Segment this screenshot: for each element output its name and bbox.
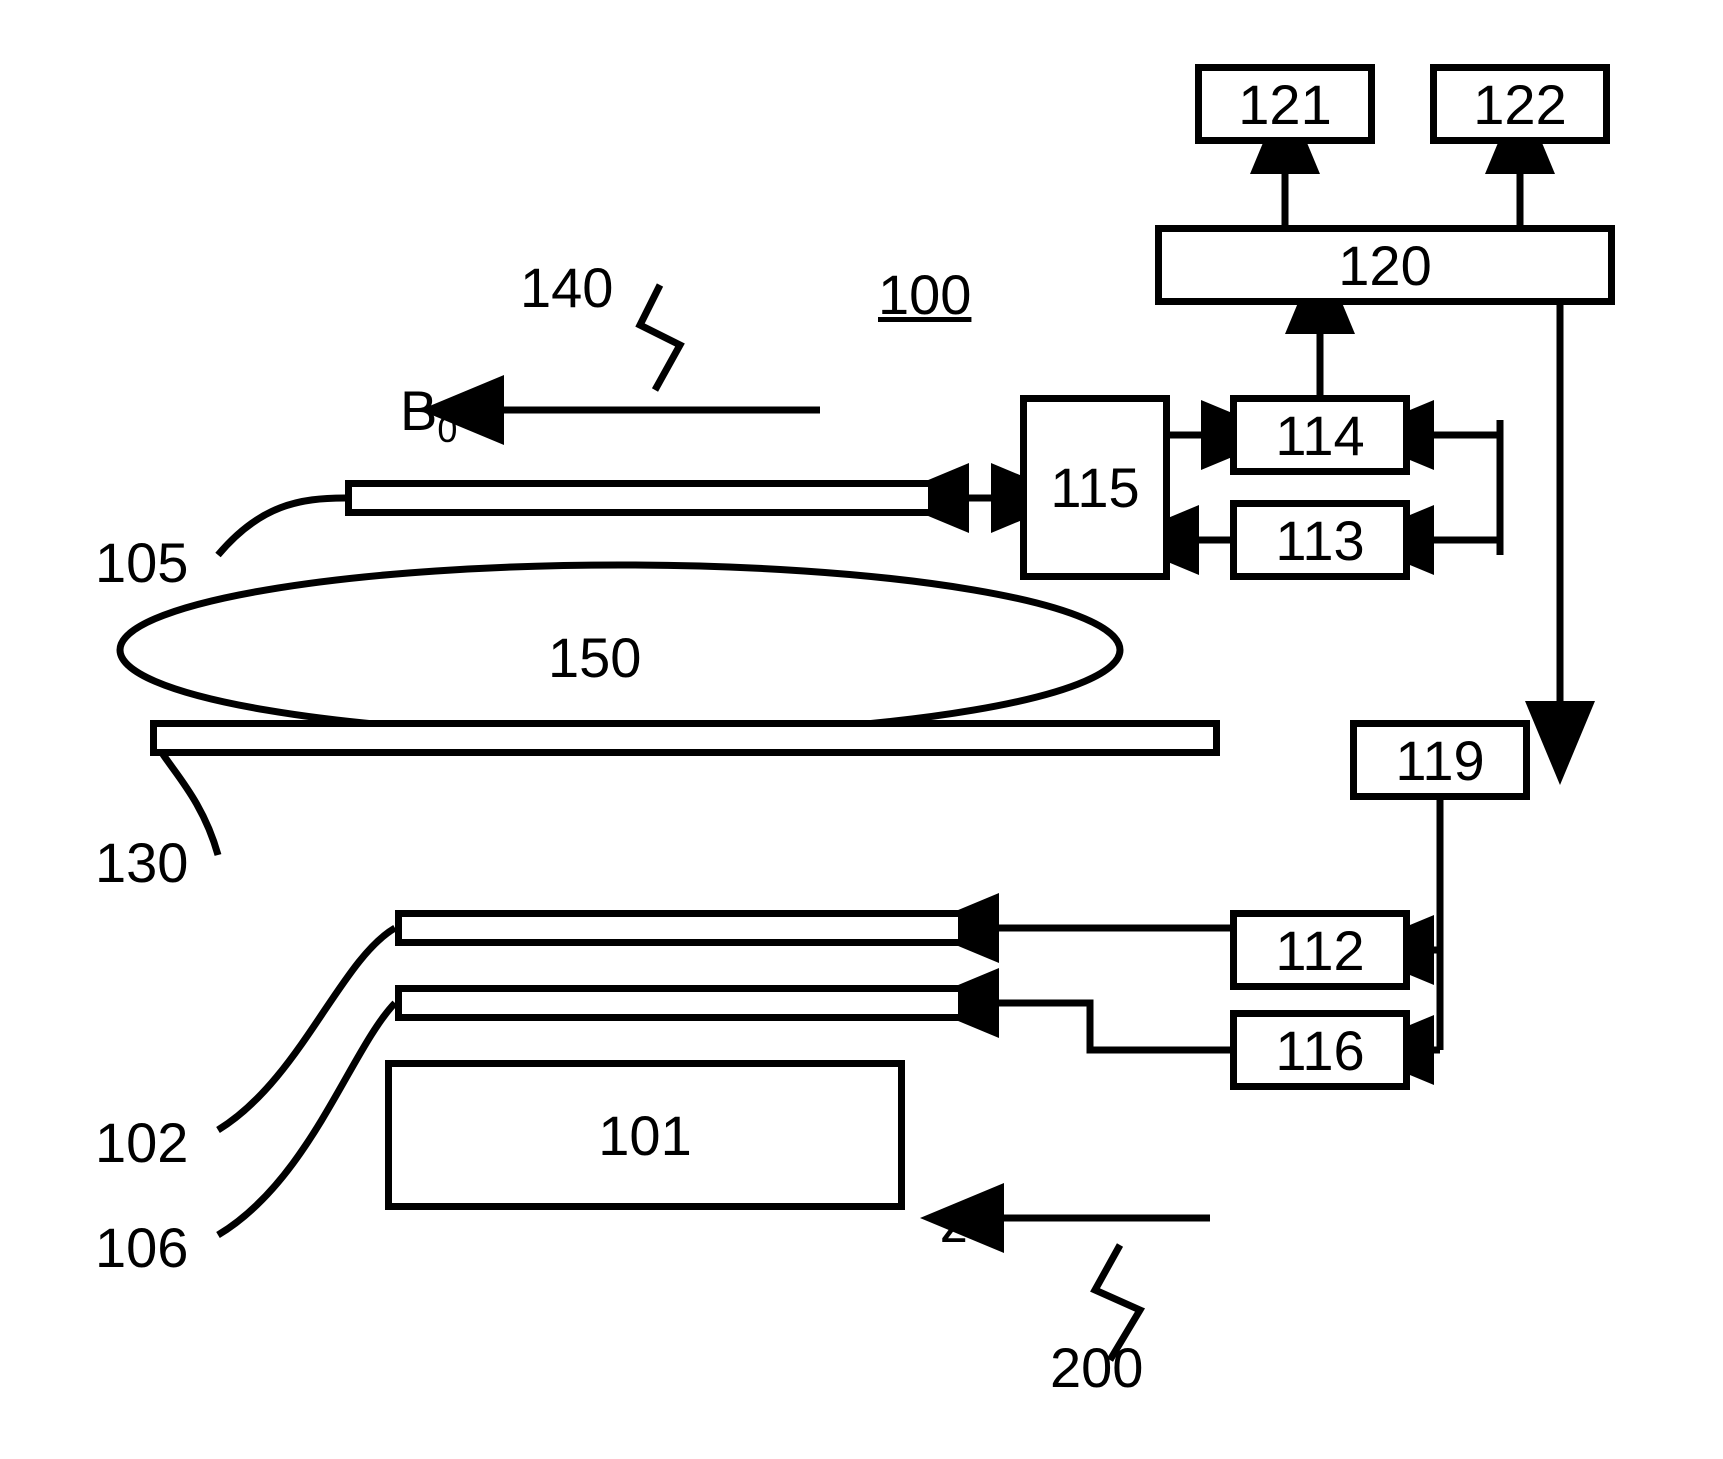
label-b0-b: B (400, 379, 437, 442)
box-114-label: 114 (1275, 403, 1364, 468)
box-113: 113 (1230, 500, 1410, 580)
box-112: 112 (1230, 910, 1410, 990)
box-115-label: 115 (1050, 455, 1139, 520)
diagram-canvas: 121 122 120 114 113 115 119 112 116 101 … (0, 0, 1723, 1459)
label-100: 100 (878, 262, 971, 327)
label-z: z (940, 1190, 968, 1255)
box-116-label: 116 (1275, 1018, 1364, 1083)
squiggle-140 (640, 285, 680, 390)
box-122: 122 (1430, 64, 1610, 144)
box-112-label: 112 (1275, 918, 1364, 983)
box-119: 119 (1350, 720, 1530, 800)
box-121-label: 121 (1238, 72, 1331, 137)
label-140: 140 (520, 255, 613, 320)
arrow-116-bar106 (985, 1003, 1230, 1050)
label-130: 130 (95, 830, 188, 895)
box-115: 115 (1020, 395, 1170, 580)
box-122-label: 122 (1473, 72, 1566, 137)
label-106: 106 (95, 1215, 188, 1280)
lead-105 (218, 498, 345, 555)
label-200: 200 (1050, 1335, 1143, 1400)
bar-106 (395, 985, 965, 1021)
bar-130 (150, 720, 1220, 756)
bar-102 (395, 910, 965, 946)
box-119-label: 119 (1395, 728, 1484, 793)
label-b0: B0 (400, 378, 457, 451)
label-105: 105 (95, 530, 188, 595)
label-b0-sub: 0 (437, 409, 457, 450)
box-114: 114 (1230, 395, 1410, 475)
box-120: 120 (1155, 225, 1615, 305)
box-101: 101 (385, 1060, 905, 1210)
bar-105 (345, 480, 935, 516)
box-101-label: 101 (598, 1103, 691, 1168)
box-120-label: 120 (1338, 233, 1431, 298)
label-102: 102 (95, 1110, 188, 1175)
label-150: 150 (548, 625, 641, 690)
lead-106 (218, 1003, 395, 1235)
box-116: 116 (1230, 1010, 1410, 1090)
box-113-label: 113 (1275, 508, 1364, 573)
lead-102 (218, 928, 395, 1130)
box-121: 121 (1195, 64, 1375, 144)
